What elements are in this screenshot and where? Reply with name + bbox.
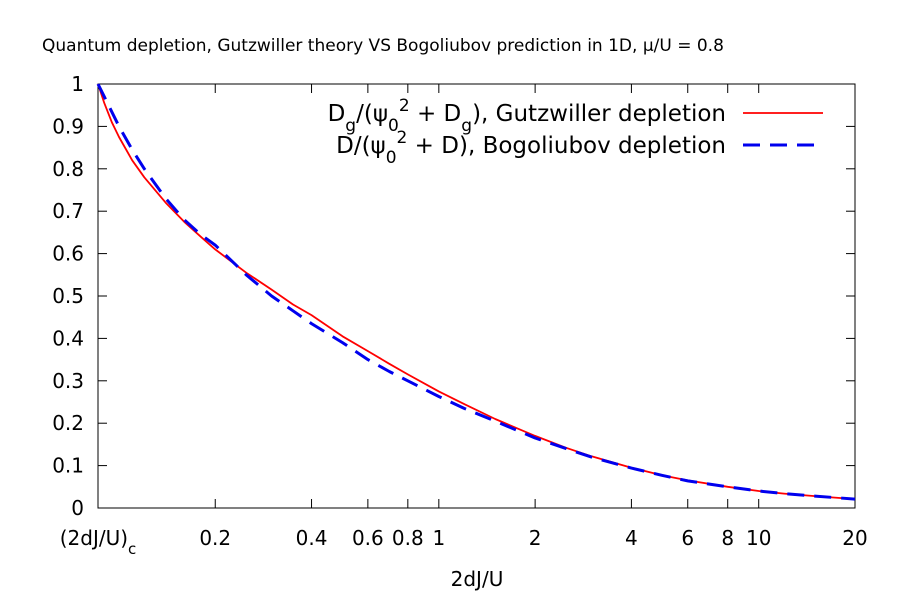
x-tick-label: 0.4 xyxy=(296,526,328,550)
y-tick-label: 0.1 xyxy=(52,454,84,478)
x-tick-label: 8 xyxy=(721,526,734,550)
y-tick-label: 0.3 xyxy=(52,369,84,393)
legend-label-2: D/(ψ02 + D), Bogoliubov depletion xyxy=(336,128,726,168)
series-line-2 xyxy=(96,83,856,501)
y-tick-label: 0.2 xyxy=(52,411,84,435)
legend-label-1: Dg/(ψ02 + Dg), Gutzwiller depletion xyxy=(328,96,726,136)
y-tick-label: 1 xyxy=(71,72,84,96)
y-tick-label: 0 xyxy=(71,496,84,520)
x-tick-label: 1 xyxy=(432,526,445,550)
axis-tick-labels: 0 0.1 0.2 0.3 0.4 0.5 0.6 0.7 0.8 0.9 1 (2dJ/U)c 0.2… xyxy=(52,72,868,558)
legend: Dg/(ψ02 + Dg), Gutzwiller depletionD/(ψ0… xyxy=(328,96,823,168)
y-tick-label: 0.6 xyxy=(52,242,84,266)
y-tick-label: 0.7 xyxy=(52,199,84,223)
x-tick-label: 10 xyxy=(746,526,771,550)
x-tick-label: 2 xyxy=(529,526,542,550)
x-tick-label: 0.2 xyxy=(199,526,231,550)
x-tick-label: 20 xyxy=(842,526,867,550)
y-tick-label: 0.9 xyxy=(52,114,84,138)
y-tick-label: 0.5 xyxy=(52,284,84,308)
x-tick-label: 4 xyxy=(625,526,638,550)
x-tick-label: (2dJ/U)c xyxy=(60,526,137,558)
x-tick-label: 0.8 xyxy=(392,526,424,550)
x-tick-label: 6 xyxy=(681,526,694,550)
axis-ticks xyxy=(98,83,856,509)
y-tick-label: 0.8 xyxy=(52,157,84,181)
x-tick-label: 0.6 xyxy=(352,526,384,550)
y-tick-label: 0.4 xyxy=(52,326,84,350)
series-lines xyxy=(96,83,856,501)
chart-title: Quantum depletion, Gutzwiller theory VS … xyxy=(42,36,724,56)
x-axis-label: 2dJ/U xyxy=(451,567,504,591)
